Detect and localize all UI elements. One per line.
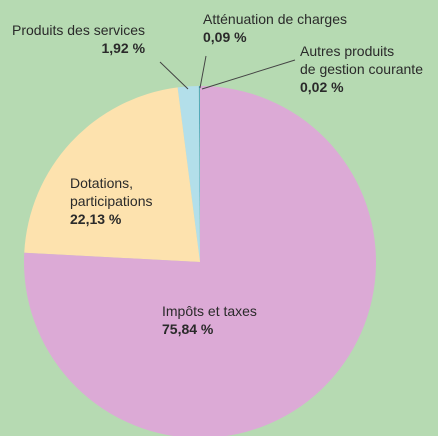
pie-slice xyxy=(177,86,200,262)
slice-label: Autres produits de gestion courante 0,02 … xyxy=(300,42,423,96)
leader-line xyxy=(159,61,189,90)
slice-label: Produits des services 1,92 % xyxy=(12,21,145,57)
pie-slice xyxy=(24,86,376,436)
slice-value: 1,92 % xyxy=(101,40,146,56)
slice-value: 0,09 % xyxy=(203,29,247,45)
pie-slice xyxy=(198,86,200,262)
slice-name: Produits des services xyxy=(12,22,146,38)
slice-name: Impôts et taxes xyxy=(162,303,257,319)
slice-label: Atténuation de charges 0,09 % xyxy=(203,10,347,46)
slice-value: 22,13 % xyxy=(70,211,122,227)
slice-value: 75,84 % xyxy=(162,321,214,337)
slice-value: 0,02 % xyxy=(300,79,344,95)
leader-line xyxy=(199,55,207,89)
leader-line xyxy=(201,59,296,90)
slice-label: Dotations, participations 22,13 % xyxy=(70,174,153,228)
slice-name: Autres produits de gestion courante xyxy=(300,43,423,77)
slice-label: Impôts et taxes 75,84 % xyxy=(162,302,257,338)
slice-name: Dotations, participations xyxy=(70,175,153,209)
slice-name: Atténuation de charges xyxy=(203,11,347,27)
pie-slice xyxy=(24,87,201,262)
